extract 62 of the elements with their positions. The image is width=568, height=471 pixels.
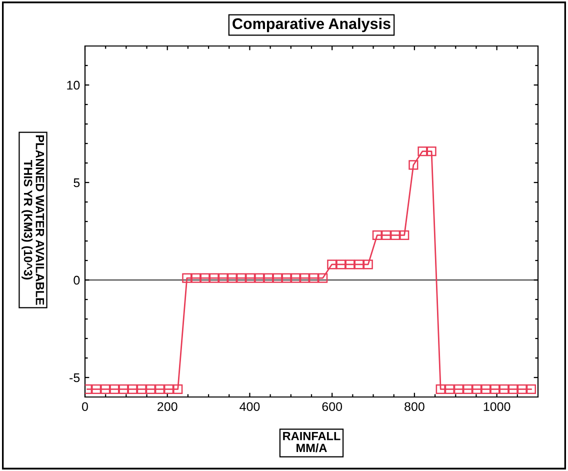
- point: [128, 384, 138, 394]
- point: [209, 273, 219, 283]
- point: [363, 260, 373, 270]
- point: [118, 384, 128, 394]
- point: [526, 384, 536, 394]
- point: [92, 384, 102, 394]
- y-tick-label: 0: [74, 276, 80, 285]
- point: [164, 384, 174, 394]
- point: [282, 273, 292, 283]
- x-tick-label: 1000: [484, 402, 510, 412]
- x-tick-label: 200: [158, 402, 178, 412]
- y-axis-title: PLANNED WATER AVAILABLE THIS YR (KM3) (10^3): [22, 135, 44, 305]
- point: [462, 384, 473, 394]
- point: [290, 273, 300, 283]
- point: [327, 260, 337, 270]
- point: [173, 384, 183, 394]
- chart-title: Comparative Analysis: [232, 18, 390, 32]
- point: [110, 384, 120, 394]
- point: [418, 146, 428, 156]
- point: [481, 384, 491, 394]
- point: [472, 384, 482, 394]
- point: [517, 384, 527, 394]
- point: [146, 384, 156, 394]
- point: [236, 273, 246, 283]
- point: [254, 273, 264, 283]
- point: [372, 230, 382, 240]
- x-tick-label: 600: [322, 402, 342, 412]
- point: [300, 273, 310, 283]
- point: [136, 384, 146, 394]
- point: [200, 273, 210, 283]
- point: [354, 260, 364, 270]
- point: [499, 384, 509, 394]
- point: [444, 384, 454, 394]
- point: [308, 273, 319, 283]
- point: [345, 260, 355, 270]
- point: [336, 260, 346, 270]
- point: [490, 384, 500, 394]
- point: [182, 273, 192, 283]
- x-axis-title: RAINFALL MM/A: [283, 432, 340, 452]
- point: [246, 273, 256, 283]
- y-tick-label: -5: [70, 373, 80, 382]
- point: [508, 384, 518, 394]
- y-tick-label: 10: [67, 80, 80, 90]
- point: [436, 384, 446, 394]
- y-tick-label: 5: [74, 178, 80, 188]
- point: [454, 384, 464, 394]
- point: [100, 384, 110, 394]
- point: [408, 160, 418, 170]
- x-tick-label: 400: [240, 402, 260, 412]
- point: [154, 384, 165, 394]
- point: [191, 273, 201, 283]
- point: [272, 273, 282, 283]
- point: [400, 230, 410, 240]
- x-tick-label: 0: [82, 402, 88, 412]
- point: [381, 230, 392, 240]
- point: [264, 273, 274, 283]
- point: [227, 273, 238, 283]
- x-tick-label: 800: [404, 402, 424, 412]
- point: [218, 273, 228, 283]
- point: [390, 230, 400, 240]
- point: [318, 273, 328, 283]
- point: [426, 146, 436, 156]
